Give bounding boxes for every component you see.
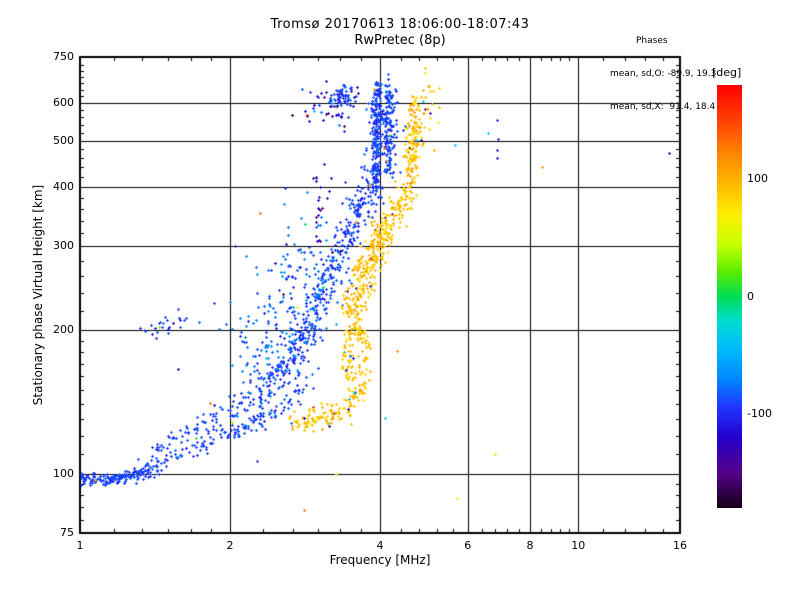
x-tick-label: 6 <box>464 539 472 552</box>
chart-title: Tromsø 20170613 18:06:00-18:07:43 <box>270 17 530 32</box>
x-tick-label: 8 <box>526 539 534 552</box>
chart-subtitle: RwPretec (8p) <box>354 33 446 48</box>
y-tick-label: 400 <box>53 179 74 193</box>
x-tick-label: 1 <box>76 539 84 552</box>
y-tick-label: 200 <box>53 323 74 337</box>
phase-stats-block: Phases mean, sd,O: -89.9, 19.3 mean, sd,… <box>610 14 716 135</box>
phase-stats-x-mode: mean, sd,X: 91.4, 18.4 <box>610 102 716 112</box>
x-axis-label: Frequency [MHz] <box>329 553 431 567</box>
x-tick-label: 16 <box>673 539 687 552</box>
y-tick-label: 500 <box>53 133 74 147</box>
x-tick-label: 10 <box>571 539 586 552</box>
x-tick-label: 4 <box>376 539 384 552</box>
y-axis-label: Stationary phase Virtual Height [km] <box>31 184 45 406</box>
phase-stats-o-mode: mean, sd,O: -89.9, 19.3 <box>610 69 717 79</box>
colorbar-unit-label: [deg] <box>712 66 742 79</box>
colorbar-tick-label: -100 <box>747 407 772 420</box>
x-tick-label: 2 <box>226 539 234 552</box>
y-tick-label: 75 <box>60 526 74 539</box>
y-tick-label: 750 <box>53 50 74 63</box>
colorbar-gradient <box>717 85 742 508</box>
colorbar-tick-label: 100 <box>747 172 768 185</box>
y-tick-label: 100 <box>53 466 74 480</box>
y-tick-label: 600 <box>53 96 74 110</box>
phase-stats-header: Phases <box>636 36 668 46</box>
y-tick-label: 300 <box>53 239 74 253</box>
colorbar-tick-label: 0 <box>747 289 754 303</box>
